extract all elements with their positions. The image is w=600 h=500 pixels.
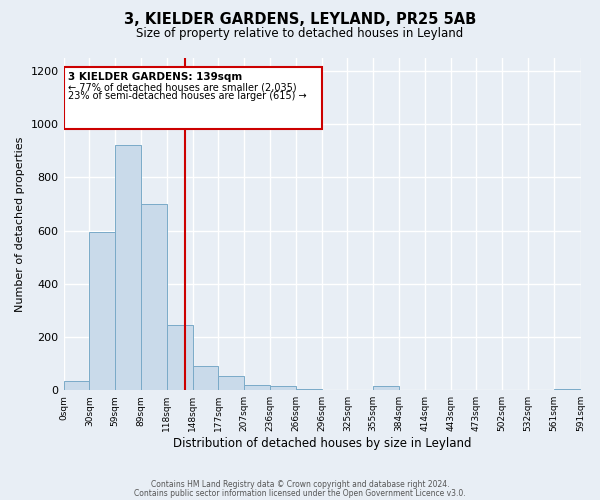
Bar <box>270 386 296 390</box>
Text: 3 KIELDER GARDENS: 139sqm: 3 KIELDER GARDENS: 139sqm <box>68 72 242 82</box>
X-axis label: Distribution of detached houses by size in Leyland: Distribution of detached houses by size … <box>173 437 471 450</box>
Bar <box>244 385 270 390</box>
Bar <box>296 389 322 390</box>
Text: Size of property relative to detached houses in Leyland: Size of property relative to detached ho… <box>136 28 464 40</box>
Bar <box>64 381 89 390</box>
Y-axis label: Number of detached properties: Number of detached properties <box>15 136 25 312</box>
Bar <box>193 366 218 390</box>
Bar <box>89 232 115 390</box>
Bar <box>115 146 141 390</box>
FancyBboxPatch shape <box>64 67 322 130</box>
Bar <box>141 204 167 390</box>
Text: ← 77% of detached houses are smaller (2,035): ← 77% of detached houses are smaller (2,… <box>68 83 296 93</box>
Bar <box>373 386 399 390</box>
Text: 23% of semi-detached houses are larger (615) →: 23% of semi-detached houses are larger (… <box>68 91 307 101</box>
Bar <box>218 376 244 390</box>
Bar <box>554 389 580 390</box>
Text: 3, KIELDER GARDENS, LEYLAND, PR25 5AB: 3, KIELDER GARDENS, LEYLAND, PR25 5AB <box>124 12 476 28</box>
Text: Contains HM Land Registry data © Crown copyright and database right 2024.: Contains HM Land Registry data © Crown c… <box>151 480 449 489</box>
Text: Contains public sector information licensed under the Open Government Licence v3: Contains public sector information licen… <box>134 488 466 498</box>
Bar <box>167 325 193 390</box>
